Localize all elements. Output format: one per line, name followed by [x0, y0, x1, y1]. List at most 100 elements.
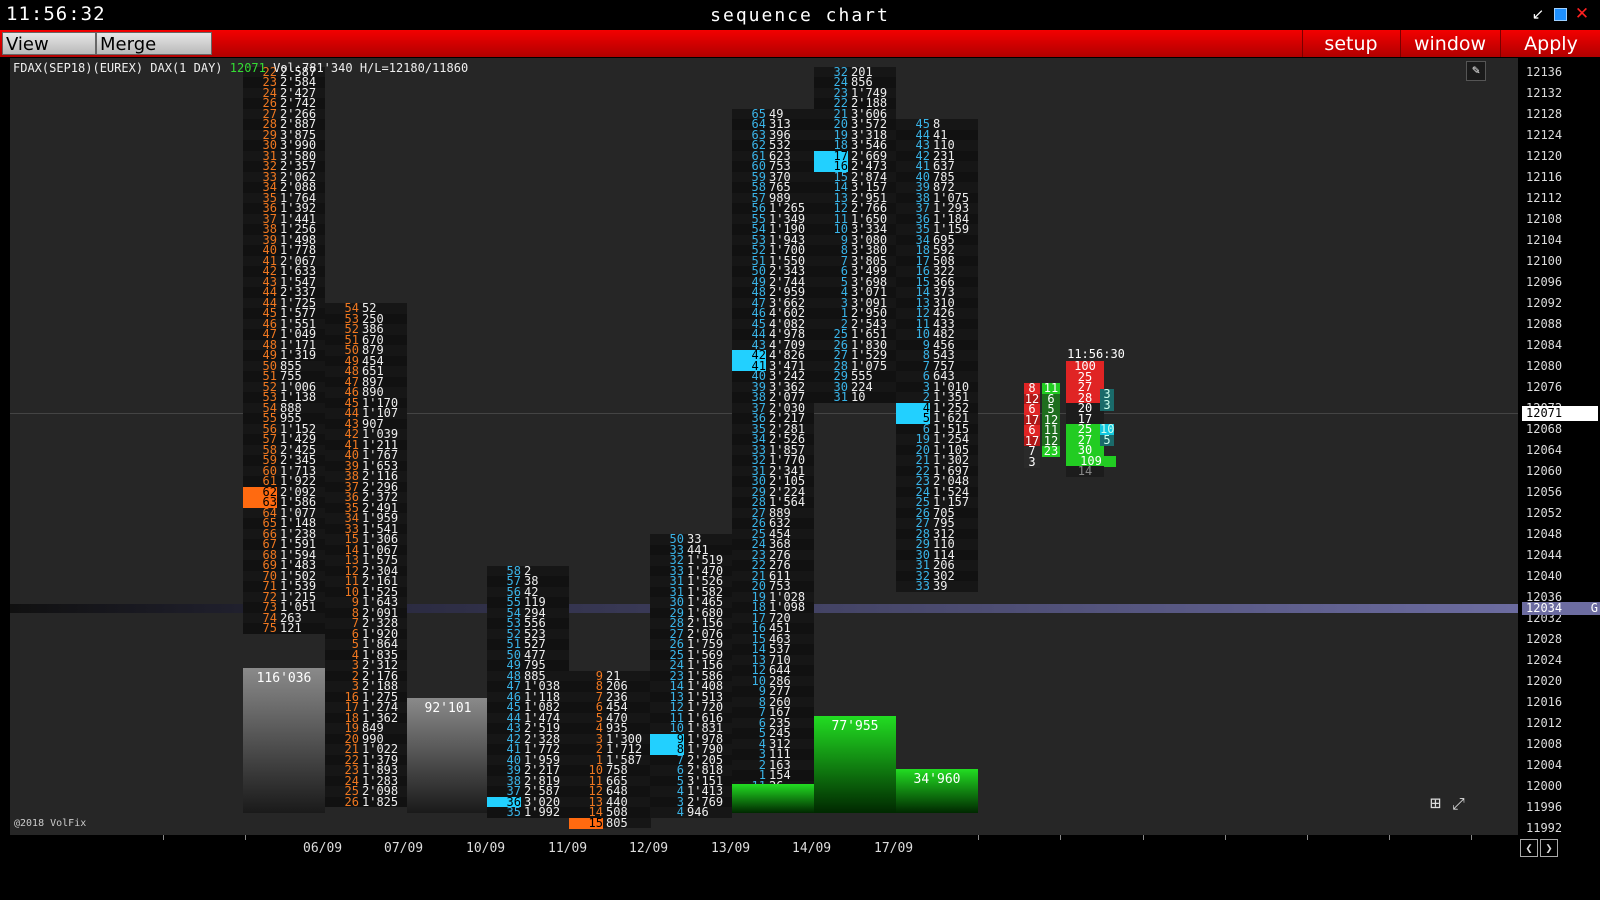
row-index: 2 [595, 742, 603, 756]
profile-row: 29 2'224 [732, 486, 814, 498]
row-index: 7 [840, 253, 848, 268]
profile-column-07-09[interactable]: 54 52 53 250 52 386 51 670 50 879 49 454 48 651 47 897 4… [325, 301, 407, 808]
row-volume: 795 [933, 516, 955, 531]
view-dom-button[interactable]: View DOM [2, 32, 96, 78]
profile-row: 64 1'077 [243, 507, 325, 519]
fit-icon[interactable]: ⤢ [1452, 794, 1465, 813]
row-index: 22 [344, 752, 359, 767]
close-icon[interactable]: ✕ [1574, 4, 1590, 24]
volume-bar: 116'036 [243, 668, 325, 813]
footprint-delta: 100 [1066, 360, 1104, 372]
apply-button[interactable]: Apply [1500, 30, 1600, 57]
row-volume: 1'920 [362, 626, 399, 641]
row-index: 48 [262, 337, 277, 352]
row-index: 52 [506, 626, 521, 641]
row-volume: 1'864 [362, 637, 399, 651]
row-index: 43 [915, 138, 930, 153]
profile-column-13-09[interactable]: 65 49 64 313 63 396 62 532 61 623 60 753 59 370 58 765 5… [732, 106, 814, 792]
profile-row: 27 2'076 [650, 628, 732, 640]
profile-row: 6 643 [896, 370, 978, 382]
window-button[interactable]: window [1400, 30, 1499, 57]
row-index: 13 [751, 652, 766, 667]
profile-row: 50 2'343 [732, 264, 814, 279]
price-axis[interactable]: 12136 12132 12128 12124 12120 12116 12112 12108… [1518, 58, 1600, 835]
row-volume: 1'274 [362, 700, 399, 714]
profile-row: 9 3'080 [814, 234, 896, 246]
row-volume: 276 [769, 558, 791, 573]
row-index: 25 [344, 784, 359, 798]
sequence-chart-area[interactable]: 22 2'587 23 2'584 24 2'427 26 2'742 27 2'266 28 2'8… [10, 58, 1518, 835]
price-label: 12044 [1526, 548, 1563, 562]
profile-column-11-09[interactable]: 9 21 8 206 7 236 6 454 5 470 4 935 3 1'300 2 1'712 1 1'58… [569, 668, 651, 829]
profile-row: 7 2'205 [650, 754, 732, 766]
minimize-icon[interactable]: ↙ [1531, 5, 1545, 23]
row-index: 55 [506, 595, 521, 609]
copyright: @2018 VolFix [14, 818, 87, 829]
scroll-left-icon[interactable]: ❮ [1520, 839, 1538, 857]
profile-row: 5 3'151 [650, 773, 732, 788]
row-index: 20 [915, 442, 930, 457]
row-volume: 49 [769, 106, 784, 121]
row-volume: 3'151 [687, 773, 724, 788]
row-index: 14 [833, 180, 848, 195]
row-volume: 710 [769, 652, 791, 667]
row-index: 50 [751, 264, 766, 279]
row-volume: 368 [769, 537, 791, 552]
row-volume: 1'171 [280, 337, 317, 352]
row-index: 40 [751, 369, 766, 384]
profile-row: 27 889 [732, 507, 814, 519]
profile-column-17-09[interactable]: 45 8 44 41 43 110 42 231 41 637 40 785 39 872 38 1'075 3… [896, 118, 978, 592]
row-volume: 1'138 [280, 390, 317, 405]
row-volume: 623 [769, 148, 791, 163]
row-index: 58 [751, 180, 766, 195]
merge-contr-button[interactable]: Merge Contr [96, 32, 212, 78]
row-index: 51 [262, 369, 277, 384]
profile-row: 22 276 [732, 558, 814, 573]
row-index: 12 [833, 201, 848, 216]
profile-row: 5 3'698 [814, 276, 896, 288]
row-volume: 2'742 [280, 96, 317, 111]
profile-row: 31 1'526 [650, 575, 732, 587]
row-volume: 1'569 [687, 647, 724, 662]
row-volume: 1'105 [933, 442, 970, 457]
profile-row: 42 1'039 [325, 427, 407, 441]
profile-row: 18 1'362 [325, 712, 407, 724]
row-volume: 386 [362, 322, 384, 336]
row-index: 41 [344, 437, 359, 452]
row-volume: 312 [769, 736, 791, 751]
row-index: 38 [344, 469, 359, 483]
row-index: 9 [595, 668, 603, 683]
grid-icon[interactable]: ⊞ [1430, 793, 1441, 814]
profile-column-12-09[interactable]: 50 33 33 441 32 1'519 33 1'470 31 1'526 31 1'582 30 1… [650, 533, 732, 818]
row-volume: 1'265 [769, 201, 806, 216]
row-index: 44 [344, 406, 359, 420]
setup-button[interactable]: setup [1302, 30, 1399, 57]
profile-column-06-09[interactable]: 22 2'587 23 2'584 24 2'427 26 2'742 27 2'266 28 2'8… [243, 66, 325, 634]
restore-icon[interactable] [1552, 6, 1568, 22]
row-index: 42 [344, 427, 359, 441]
volume-bar [732, 784, 814, 813]
profile-row: 44 1'474 [487, 712, 569, 724]
row-volume: 10 [851, 390, 866, 405]
profile-column-10-09[interactable]: 58 2 57 38 56 42 55 119 54 294 53 556 52 523 51 527 50 47… [487, 565, 569, 818]
row-index: 17 [751, 610, 766, 625]
row-volume: 990 [362, 731, 384, 746]
date-label: 13/09 [711, 841, 751, 856]
row-volume: 785 [933, 169, 955, 184]
row-volume: 2'951 [851, 190, 888, 205]
footprint-delta: 17 [1066, 413, 1104, 425]
row-volume: 313 [769, 117, 791, 132]
pencil-icon[interactable]: ✎ [1466, 61, 1486, 81]
row-index: 54 [344, 301, 359, 315]
price-label: 12124 [1526, 128, 1563, 142]
profile-column-14-09[interactable]: 32 201 24 856 23 1'749 22 2'188 21 3'606 20 3'572 19… [814, 66, 896, 405]
row-volume: 366 [933, 274, 955, 289]
row-volume: 670 [362, 332, 384, 347]
scroll-right-icon[interactable]: ❯ [1540, 839, 1558, 857]
profile-row: 25 1'157 [896, 496, 978, 508]
profile-row: 24 1'524 [896, 486, 978, 498]
footprint-delta: 109 [1066, 455, 1116, 467]
row-volume: 1'713 [280, 463, 317, 478]
profile-row: 20 990 [325, 731, 407, 746]
row-volume: 1'539 [280, 579, 317, 594]
